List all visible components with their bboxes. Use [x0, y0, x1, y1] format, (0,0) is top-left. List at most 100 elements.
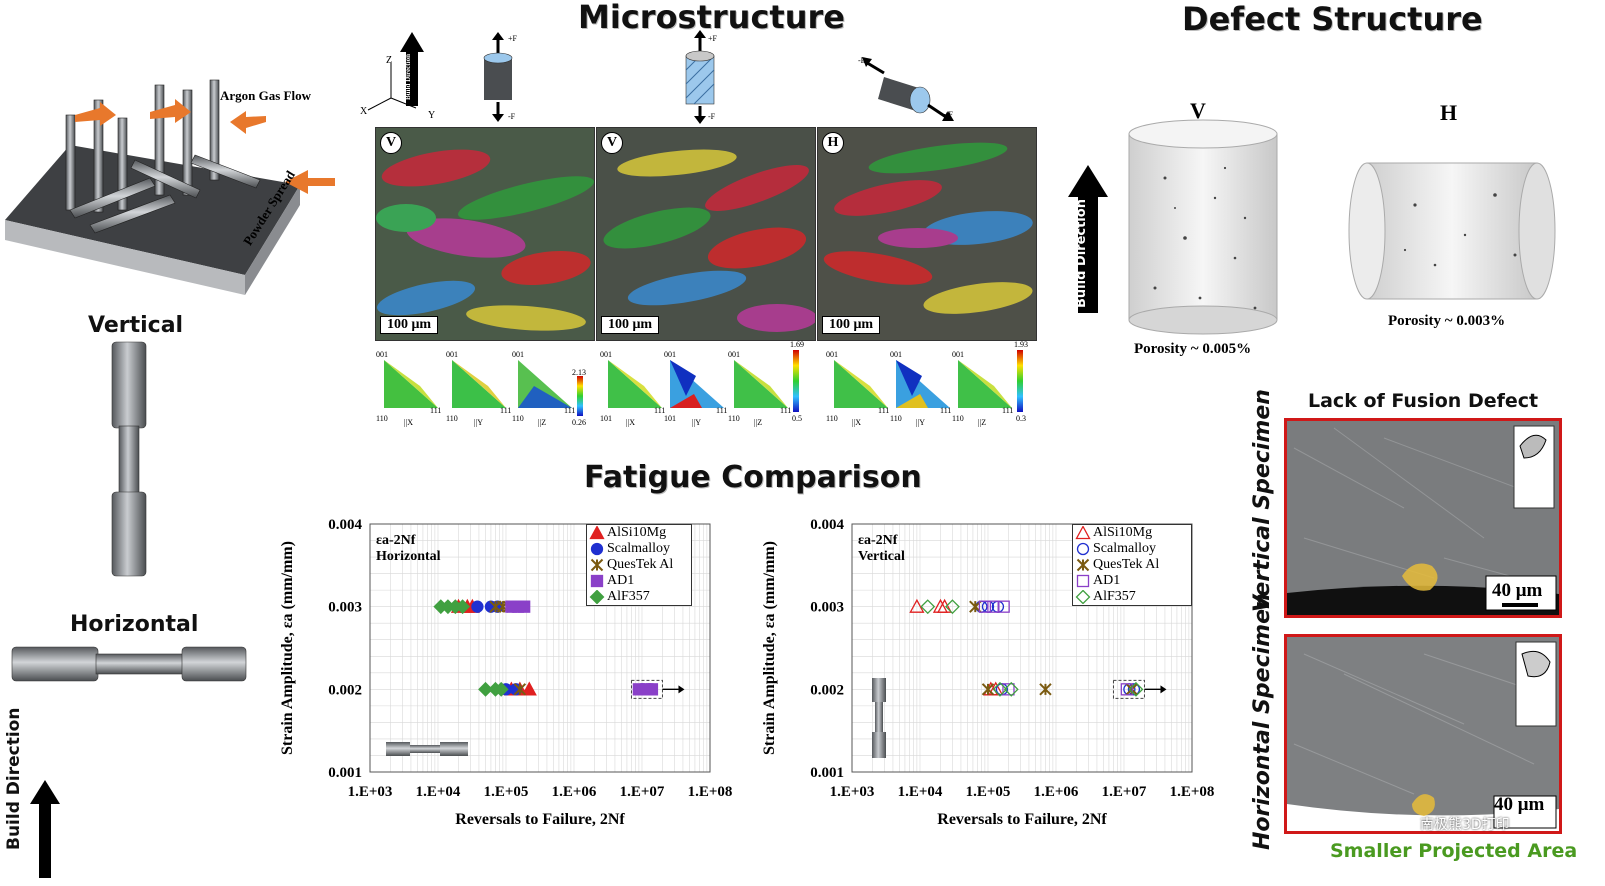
legend-marker-icon [589, 524, 605, 539]
y-tick-label: 0.003 [810, 600, 844, 616]
x-tick-label: 1.E+06 [552, 784, 597, 800]
ipf-axis-label: ||X [626, 418, 635, 427]
defect-structure-title: Defect Structure [1182, 0, 1483, 38]
plot-frame [851, 523, 1193, 773]
legend-marker [589, 589, 605, 605]
h-porosity-label: Porosity ~ 0.003% [1388, 313, 1506, 329]
scale-label-vertical: 40 μm [1492, 580, 1543, 601]
ipf-min-label: 0.5 [792, 414, 802, 423]
x-tick-label: 1.E+05 [484, 784, 529, 800]
y-tick-label: 0.004 [810, 517, 844, 533]
ipf-label: 101 [600, 414, 612, 423]
ipf-label: 110 [728, 414, 740, 423]
legend-entry: AlSi10Mg [1073, 524, 1191, 541]
ipf-min-label: 0.3 [1016, 414, 1026, 423]
ipf-label: 110 [952, 414, 964, 423]
series-ad1 [978, 600, 1133, 696]
y-tick-label: 0.003 [328, 600, 362, 616]
chart-inset-horizontal-specimen [386, 742, 468, 756]
legend-label: QuesTek Al [607, 557, 674, 572]
coordinate-axes-icon [367, 32, 424, 111]
ipf-label: 110 [512, 414, 524, 423]
data-point [471, 600, 484, 613]
ipf-axis-label: ||X [404, 418, 413, 427]
legend-entry: AlF357 [1073, 589, 1191, 605]
x-tick-label: 1.E+08 [1170, 784, 1215, 800]
legend-entry: AD1 [587, 573, 691, 589]
ipf-label: 001 [952, 350, 964, 359]
plot-frame [369, 523, 711, 773]
data-point [909, 598, 925, 613]
chart-legend: AlSi10Mg Scalmalloy QuesTek Al AD1 AlF357 [586, 524, 692, 606]
fatigue-chart-horizontal: 1.E+03 1.E+04 1.E+05 1.E+06 1.E+07 1.E+08 0.00… [279, 517, 732, 828]
chart-title-line1: εa-2Nf [376, 533, 416, 548]
ipf-max-label: 2.13 [572, 368, 586, 377]
y-axis-label: Strain Amplitude, εa (mm/mm) [279, 541, 296, 755]
legend-marker [1076, 574, 1090, 587]
data-point [491, 600, 504, 613]
data-point [645, 683, 659, 696]
data-point [997, 600, 1010, 613]
ipf-label: 001 [664, 350, 676, 359]
build-plate-illustration [5, 79, 335, 295]
data-point [987, 600, 1000, 613]
ipf-label: 111 [564, 406, 576, 415]
ipf-label: 110 [826, 414, 838, 423]
legend-marker [1075, 589, 1091, 605]
data-point [521, 681, 537, 696]
ipf-label: 111 [940, 406, 952, 415]
legend-marker [590, 542, 604, 555]
y-tick-label: 0.001 [328, 765, 362, 781]
ipf-label: 111 [430, 406, 442, 415]
defect-build-direction-label: Build Direction [1074, 199, 1089, 308]
legend-label: Scalmalloy [1093, 541, 1156, 556]
ipf-label: 001 [512, 350, 524, 359]
ipf-triangle [604, 356, 666, 412]
legend-marker-icon [1075, 524, 1091, 539]
chart-title-line1: εa-2Nf [858, 533, 898, 548]
legend-marker [590, 558, 604, 571]
vertical-specimen-model [111, 341, 147, 577]
ipf-max-label: 1.93 [1014, 340, 1028, 349]
force-label-6: +F [944, 110, 953, 119]
scale-label-horizontal: 40 μm [1494, 794, 1545, 815]
watermark: 南极熊3D打印 [1420, 817, 1510, 833]
x-axis-label: Reversals to Failure, 2Nf [455, 811, 625, 828]
runout-indicator [1112, 679, 1167, 699]
legend-marker [1076, 542, 1090, 555]
ipf-triangle [892, 356, 954, 412]
legend-label: AlF357 [607, 589, 650, 604]
x-tick-label: 1.E+07 [620, 784, 665, 800]
ebsd-map-panel-3: H 100 μm [817, 127, 1037, 341]
data-point [920, 599, 936, 615]
h-label: H [1440, 100, 1458, 125]
smaller-projected-area-caption: Smaller Projected Area [1330, 840, 1578, 862]
legend-entry: Scalmalloy [1073, 541, 1191, 557]
data-point [937, 598, 953, 613]
chart-title-line2: Vertical [858, 549, 905, 564]
force-label-5: -F [858, 56, 866, 65]
legend-label: AD1 [1093, 573, 1121, 588]
ipf-triangle [730, 356, 792, 412]
force-label-2: -F [508, 112, 516, 121]
force-label-4: -F [708, 112, 716, 121]
ipf-axis-label: ||X [852, 418, 861, 427]
force-label-1: +F [508, 34, 517, 43]
legend-marker-icon [590, 542, 604, 555]
x-tick-label: 1.E+04 [416, 784, 461, 800]
data-point [992, 681, 1008, 697]
horizontal-label: Horizontal [70, 612, 199, 637]
axis-z-label: Z [386, 55, 393, 66]
runout-indicator [630, 679, 685, 699]
data-point [1003, 681, 1019, 697]
ebsd-map-panel-1: V 100 μm [375, 127, 595, 341]
vertical-cylinder-v1-icon [483, 32, 513, 122]
chart-inset-vertical-specimen [872, 678, 886, 758]
x-tick-label: 1.E+03 [348, 784, 393, 800]
axis-y-label: Y [428, 110, 436, 121]
legend-label: AlSi10Mg [607, 525, 667, 540]
y-tick-label: 0.002 [810, 682, 844, 698]
x-tick-label: 1.E+06 [1034, 784, 1079, 800]
axis-build-label: Build Direction [404, 54, 412, 100]
data-point [945, 599, 960, 615]
